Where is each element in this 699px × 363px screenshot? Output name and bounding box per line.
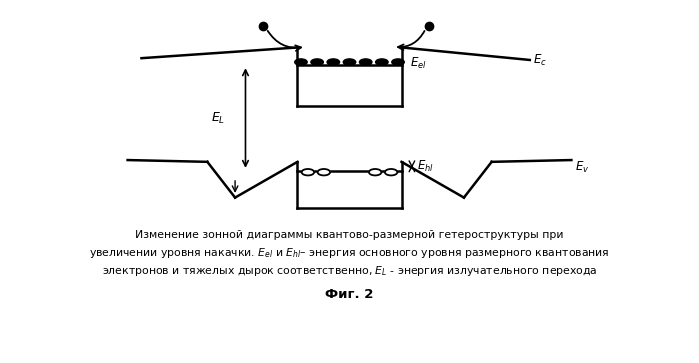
Circle shape xyxy=(311,59,324,65)
Text: электронов и тяжелых дырок соответственно, $E_L$ - энергия излучательного перехо: электронов и тяжелых дырок соответственн… xyxy=(101,264,598,278)
Circle shape xyxy=(343,59,356,65)
Text: увеличении уровня накачки. $E_{el}$ и $E_{hl}$– энергия основного уровня размерн: увеличении уровня накачки. $E_{el}$ и $E… xyxy=(89,246,610,260)
Circle shape xyxy=(385,169,397,175)
Circle shape xyxy=(295,59,307,65)
Circle shape xyxy=(375,59,388,65)
Text: $E_v$: $E_v$ xyxy=(575,160,589,175)
Circle shape xyxy=(392,59,404,65)
Text: $E_L$: $E_L$ xyxy=(211,110,225,126)
Text: $E_c$: $E_c$ xyxy=(533,52,547,68)
Circle shape xyxy=(327,59,340,65)
Text: $E_{hl}$: $E_{hl}$ xyxy=(417,159,434,174)
Circle shape xyxy=(369,169,382,175)
Circle shape xyxy=(302,169,314,175)
Circle shape xyxy=(317,169,330,175)
Text: Изменение зонной диаграммы квантово-размерной гетероструктуры при: Изменение зонной диаграммы квантово-разм… xyxy=(135,230,564,240)
Circle shape xyxy=(359,59,372,65)
Text: Фиг. 2: Фиг. 2 xyxy=(325,287,374,301)
Text: $E_{el}$: $E_{el}$ xyxy=(410,56,426,71)
